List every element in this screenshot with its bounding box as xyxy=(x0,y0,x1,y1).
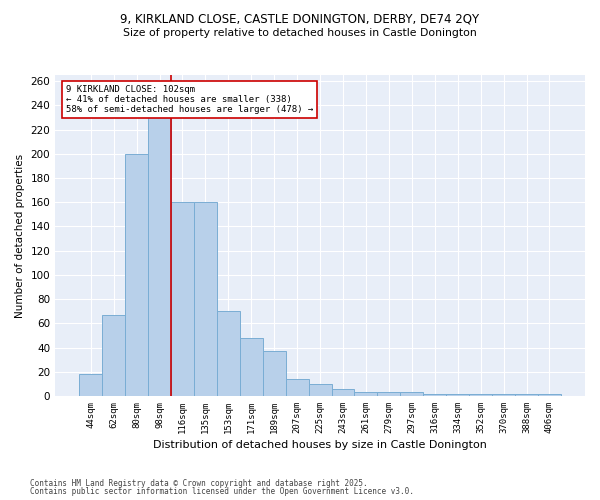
Bar xyxy=(148,102,171,396)
Bar xyxy=(240,338,263,396)
Bar xyxy=(263,351,286,396)
Y-axis label: Number of detached properties: Number of detached properties xyxy=(15,154,25,318)
Bar xyxy=(102,315,125,396)
Bar xyxy=(423,394,446,396)
Bar xyxy=(171,202,194,396)
Bar xyxy=(400,392,423,396)
Text: 9, KIRKLAND CLOSE, CASTLE DONINGTON, DERBY, DE74 2QY: 9, KIRKLAND CLOSE, CASTLE DONINGTON, DER… xyxy=(121,12,479,26)
Text: Size of property relative to detached houses in Castle Donington: Size of property relative to detached ho… xyxy=(123,28,477,38)
Bar xyxy=(355,392,377,396)
Text: 9 KIRKLAND CLOSE: 102sqm
← 41% of detached houses are smaller (338)
58% of semi-: 9 KIRKLAND CLOSE: 102sqm ← 41% of detach… xyxy=(66,84,313,114)
X-axis label: Distribution of detached houses by size in Castle Donington: Distribution of detached houses by size … xyxy=(153,440,487,450)
Bar xyxy=(515,394,538,396)
Bar xyxy=(469,394,492,396)
Bar xyxy=(492,394,515,396)
Bar xyxy=(217,311,240,396)
Bar xyxy=(79,374,102,396)
Bar xyxy=(125,154,148,396)
Bar xyxy=(194,202,217,396)
Bar xyxy=(538,394,561,396)
Bar xyxy=(446,394,469,396)
Text: Contains HM Land Registry data © Crown copyright and database right 2025.: Contains HM Land Registry data © Crown c… xyxy=(30,478,368,488)
Bar xyxy=(308,384,332,396)
Bar xyxy=(286,379,308,396)
Bar xyxy=(332,388,355,396)
Text: Contains public sector information licensed under the Open Government Licence v3: Contains public sector information licen… xyxy=(30,487,414,496)
Bar xyxy=(377,392,400,396)
